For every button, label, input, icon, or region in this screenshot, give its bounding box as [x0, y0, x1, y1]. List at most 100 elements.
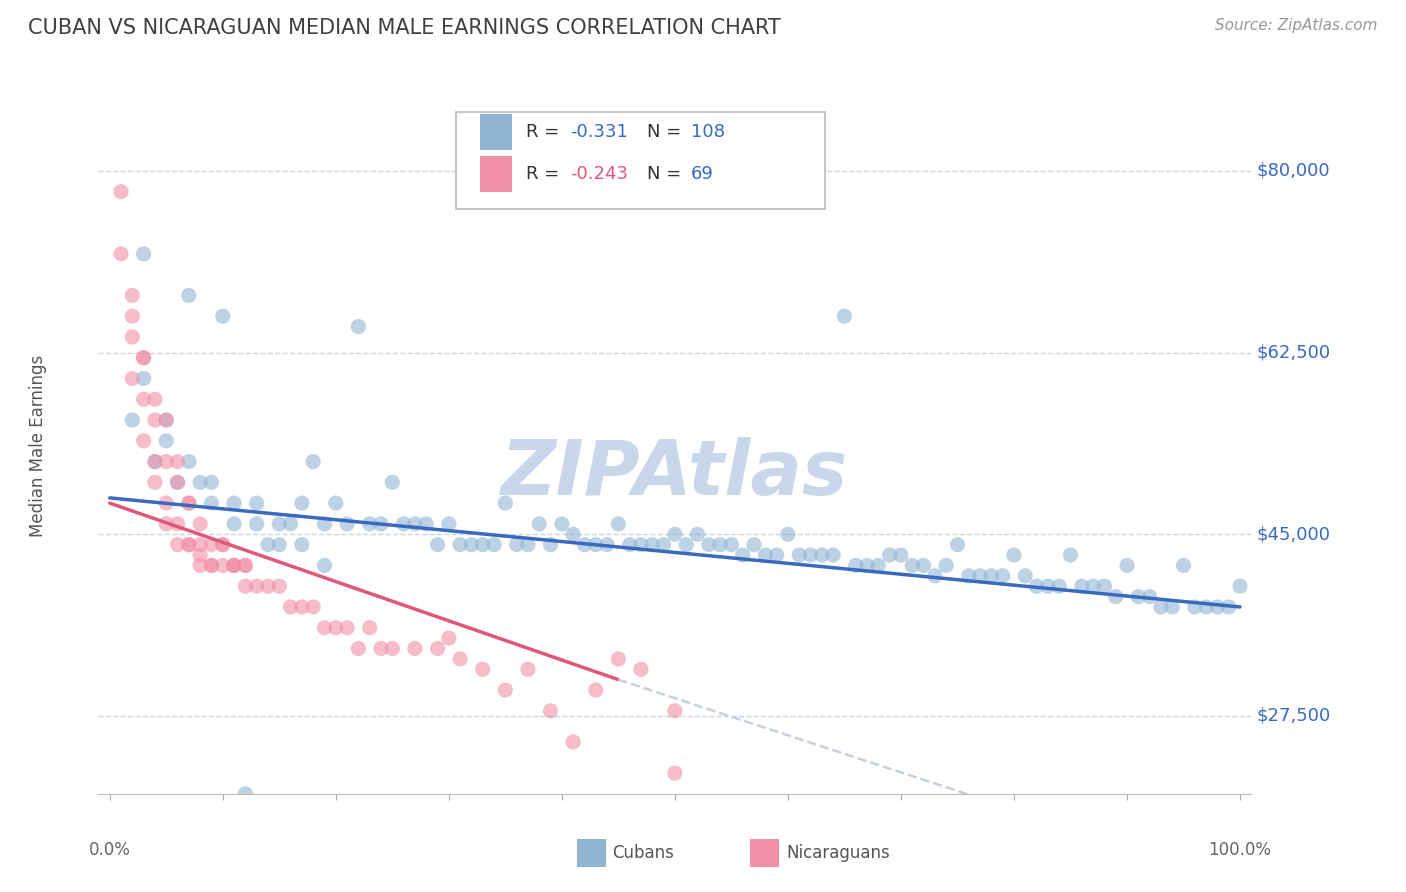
Point	[494, 683, 516, 698]
Point	[574, 538, 596, 552]
Point	[765, 548, 787, 562]
Point	[132, 434, 155, 448]
Point	[200, 558, 222, 573]
Point	[222, 558, 245, 573]
Point	[1047, 579, 1070, 593]
Point	[540, 538, 562, 552]
FancyBboxPatch shape	[479, 156, 512, 193]
Text: CUBAN VS NICARAGUAN MEDIAN MALE EARNINGS CORRELATION CHART: CUBAN VS NICARAGUAN MEDIAN MALE EARNINGS…	[28, 18, 780, 37]
Point	[211, 538, 233, 552]
Point	[471, 538, 494, 552]
Point	[166, 454, 188, 468]
Point	[235, 558, 257, 573]
Point	[562, 735, 585, 749]
Point	[1173, 558, 1195, 573]
Point	[110, 247, 132, 261]
Point	[269, 516, 291, 531]
Point	[143, 454, 166, 468]
Point	[280, 516, 302, 531]
Point	[697, 538, 720, 552]
Point	[1002, 548, 1025, 562]
Point	[482, 538, 505, 552]
Point	[359, 516, 381, 531]
Point	[211, 538, 233, 552]
Point	[652, 538, 675, 552]
Point	[607, 652, 630, 666]
Point	[314, 516, 336, 531]
Point	[529, 516, 551, 531]
Point	[731, 548, 754, 562]
Point	[347, 641, 370, 656]
Point	[291, 496, 314, 510]
Point	[664, 704, 686, 718]
Point	[155, 434, 177, 448]
Point	[607, 516, 630, 531]
Text: $80,000: $80,000	[1257, 161, 1330, 180]
Point	[1150, 599, 1173, 614]
Point	[222, 516, 245, 531]
Text: N =: N =	[647, 123, 682, 141]
Text: Median Male Earnings: Median Male Earnings	[28, 355, 46, 537]
Point	[177, 454, 200, 468]
Point	[675, 538, 697, 552]
Point	[269, 538, 291, 552]
Point	[494, 496, 516, 510]
Point	[551, 516, 574, 531]
Point	[596, 538, 619, 552]
Text: $62,500: $62,500	[1257, 343, 1331, 361]
Point	[235, 579, 257, 593]
Point	[200, 496, 222, 510]
Point	[155, 413, 177, 427]
Point	[946, 538, 969, 552]
Point	[257, 579, 280, 593]
Point	[890, 548, 912, 562]
Point	[336, 621, 359, 635]
Point	[291, 538, 314, 552]
Point	[505, 538, 527, 552]
Point	[415, 516, 437, 531]
Point	[991, 569, 1014, 583]
Point	[155, 413, 177, 427]
Point	[449, 538, 471, 552]
Point	[1105, 590, 1128, 604]
Point	[121, 413, 143, 427]
Text: ZIPAtlas: ZIPAtlas	[501, 437, 849, 511]
Point	[314, 558, 336, 573]
Point	[257, 538, 280, 552]
Point	[121, 309, 143, 323]
Point	[211, 558, 233, 573]
Point	[143, 413, 166, 427]
Point	[811, 548, 834, 562]
Point	[222, 496, 245, 510]
Point	[200, 538, 222, 552]
Point	[516, 662, 538, 676]
Point	[619, 538, 641, 552]
Point	[314, 621, 336, 635]
Point	[370, 641, 392, 656]
Point	[879, 548, 901, 562]
Point	[177, 538, 200, 552]
Point	[347, 319, 370, 334]
Point	[211, 309, 233, 323]
Point	[188, 475, 211, 490]
FancyBboxPatch shape	[576, 839, 606, 867]
Point	[845, 558, 868, 573]
Point	[177, 496, 200, 510]
Point	[188, 516, 211, 531]
Point	[121, 371, 143, 385]
Point	[799, 548, 821, 562]
Point	[166, 538, 188, 552]
Point	[1081, 579, 1104, 593]
Point	[1229, 579, 1251, 593]
Point	[787, 548, 810, 562]
Point	[177, 496, 200, 510]
Point	[155, 496, 177, 510]
Point	[188, 548, 211, 562]
Point	[516, 538, 538, 552]
Point	[143, 475, 166, 490]
Point	[585, 538, 607, 552]
Point	[426, 641, 449, 656]
Point	[269, 579, 291, 593]
Point	[562, 527, 585, 541]
Point	[868, 558, 890, 573]
